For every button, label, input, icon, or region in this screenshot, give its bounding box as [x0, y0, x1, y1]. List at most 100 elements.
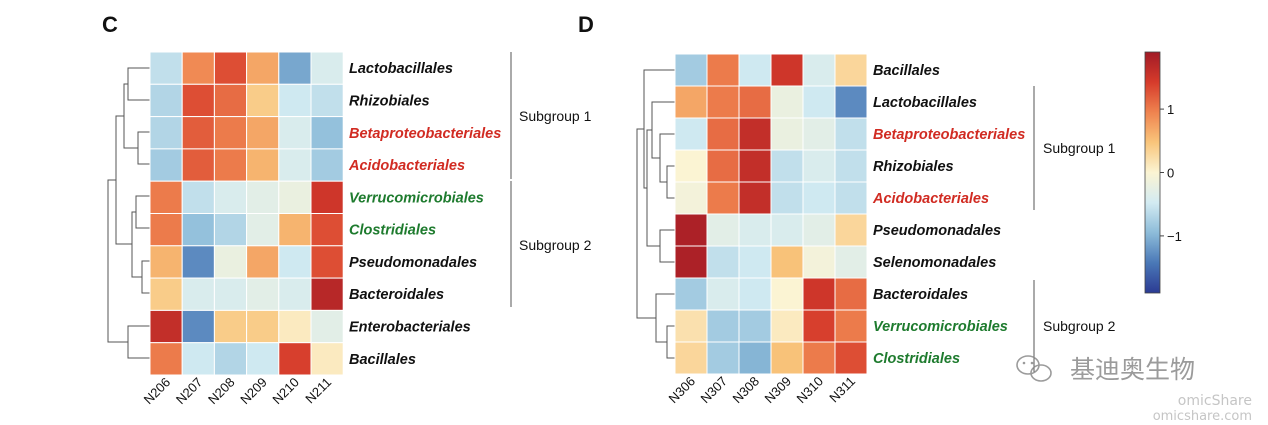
- row-label-d-2: Betaproteobacteriales: [873, 127, 1025, 143]
- heatmap-cell-c-r2-c4: [278, 116, 312, 150]
- heatmap-cell-d-r5-c4: [802, 213, 836, 247]
- row-dendrogram-d: [636, 69, 675, 359]
- heatmap-cell-d-r1-c4: [802, 85, 836, 119]
- heatmap-cell-d-r7-c1: [706, 277, 740, 311]
- heatmap-cell-c-r4-c0: [149, 180, 183, 214]
- heatmap-cell-c-r6-c2: [213, 245, 248, 279]
- heatmap-cell-c-r1-c5: [310, 83, 344, 118]
- column-label-c-3: N209: [237, 375, 270, 408]
- heatmap-cell-d-r2-c4: [802, 117, 836, 151]
- heatmap-cell-d-r7-c2: [738, 277, 772, 311]
- heatmap-cell-d-r7-c3: [770, 277, 804, 311]
- row-label-c-4: Verrucomicrobiales: [349, 190, 484, 206]
- heatmap-cell-d-r9-c0: [674, 341, 708, 375]
- heatmap-cell-d-r4-c3: [770, 181, 804, 215]
- color-bar: [1144, 51, 1161, 294]
- color-bar-tick-label-1: 0: [1167, 166, 1174, 181]
- panel-c: C Lactobacillales Rhizobiales Betaproteoba…: [102, 12, 592, 407]
- heatmap-cell-d-r4-c0: [674, 181, 708, 215]
- heatmap-cell-d-r7-c4: [802, 277, 836, 311]
- heatmap-cell-c-r4-c3: [246, 180, 280, 214]
- row-label-d-1: Lactobacillales: [873, 95, 977, 111]
- heatmap-cell-c-r9-c4: [278, 342, 312, 376]
- heatmap-cell-c-r5-c1: [181, 213, 215, 247]
- row-label-c-7: Bacteroidales: [349, 287, 444, 303]
- heatmap-cell-c-r6-c1: [181, 245, 215, 279]
- heatmap-cell-c-r2-c5: [310, 116, 344, 150]
- heatmap-cell-d-r6-c1: [706, 245, 740, 279]
- heatmap-cell-d-r3-c0: [674, 149, 708, 183]
- heatmap-cell-c-r2-c3: [246, 116, 280, 150]
- color-bar-ticks: 1 0 −1: [1160, 102, 1182, 244]
- heatmap-cell-d-r9-c3: [770, 341, 804, 375]
- heatmap-cell-d-r0-c0: [674, 53, 708, 87]
- subgroup-label-d-1: Subgroup 1: [1043, 140, 1116, 156]
- heatmap-cell-d-r5-c0: [674, 213, 708, 247]
- column-label-c-1: N207: [173, 375, 206, 408]
- heatmap-cell-c-r8-c1: [181, 309, 215, 344]
- row-label-c-3: Acidobacteriales: [348, 158, 465, 174]
- heatmap-cell-d-r1-c3: [770, 85, 804, 119]
- heatmap-cell-c-r8-c0: [149, 309, 183, 344]
- heatmap-cell-c-r7-c0: [149, 277, 183, 311]
- heatmap-cell-c-r0-c4: [278, 51, 312, 85]
- column-label-c-2: N208: [205, 375, 238, 408]
- heatmap-cell-d-r5-c2: [738, 213, 772, 247]
- heatmap-cell-c-r5-c3: [246, 213, 280, 247]
- heatmap-cell-d-r2-c5: [834, 117, 868, 151]
- heatmap-cell-c-r3-c5: [310, 148, 344, 182]
- heatmap-cell-d-r9-c5: [834, 341, 868, 375]
- row-labels-d: Bacillales Lactobacillales Betaproteobacte…: [872, 63, 1025, 367]
- subgroup-label-d-2: Subgroup 2: [1043, 318, 1116, 334]
- heatmap-cell-c-r7-c1: [181, 277, 215, 311]
- heatmap-cell-d-r9-c1: [706, 341, 740, 375]
- column-label-d-2: N308: [730, 374, 763, 407]
- heatmap-cell-d-r3-c2: [738, 149, 772, 183]
- heatmap-cell-d-r4-c2: [738, 181, 772, 215]
- heatmap-cell-d-r2-c3: [770, 117, 804, 151]
- heatmap-cell-d-r5-c1: [706, 213, 740, 247]
- heatmap-cell-d-r8-c4: [802, 309, 836, 343]
- heatmap-cell-d-r4-c1: [706, 181, 740, 215]
- heatmap-cell-c-r3-c3: [246, 148, 280, 182]
- heatmap-cell-c-r6-c3: [246, 245, 280, 279]
- column-labels-c: N206 N207 N208 N209 N210 N211: [141, 375, 335, 408]
- heatmap-cell-c-r5-c4: [278, 213, 312, 247]
- column-label-d-0: N306: [666, 374, 699, 407]
- color-bar-tick-label-2: −1: [1167, 229, 1182, 244]
- color-bar-tick-label-0: 1: [1167, 102, 1174, 117]
- panel-letter-c: C: [102, 12, 118, 37]
- heatmap-cell-c-r1-c3: [246, 83, 280, 118]
- heatmap-cell-d-r3-c1: [706, 149, 740, 183]
- column-label-d-3: N309: [762, 374, 795, 407]
- row-label-d-8: Verrucomicrobiales: [873, 319, 1008, 335]
- heatmap-cell-c-r3-c1: [181, 148, 215, 182]
- heatmap-cell-d-r2-c2: [738, 117, 772, 151]
- heatmap-cell-c-r6-c5: [310, 245, 344, 279]
- heatmap-c: [149, 51, 344, 376]
- row-label-d-9: Clostridiales: [873, 351, 960, 367]
- column-labels-d: N306 N307 N308 N309 N310 N311: [666, 374, 859, 407]
- heatmap-cell-c-r1-c2: [213, 83, 248, 118]
- row-dendrogram-c: [107, 67, 150, 359]
- heatmap-cell-d-r4-c5: [834, 181, 868, 215]
- row-label-c-9: Bacillales: [349, 352, 416, 368]
- watermark: 基迪奥生物 omicShare omicshare.com: [1016, 355, 1252, 424]
- heatmap-cell-d-r8-c0: [674, 309, 708, 343]
- heatmap-cell-c-r1-c0: [149, 83, 183, 118]
- heatmap-cell-d-r3-c5: [834, 149, 868, 183]
- heatmap-cell-d-r5-c3: [770, 213, 804, 247]
- panel-d: D Bacillales Lactobacillales Betaproteobac…: [578, 12, 1116, 406]
- heatmap-cell-c-r7-c5: [310, 277, 344, 311]
- row-label-c-2: Betaproteobacteriales: [349, 126, 501, 142]
- column-label-d-1: N307: [698, 374, 731, 407]
- heatmap-d: [674, 53, 868, 375]
- heatmap-cell-d-r6-c0: [674, 245, 708, 279]
- heatmap-cell-c-r5-c5: [310, 213, 344, 247]
- row-label-c-5: Clostridiales: [349, 223, 436, 239]
- heatmap-cell-d-r4-c4: [802, 181, 836, 215]
- heatmap-cell-c-r7-c4: [278, 277, 312, 311]
- heatmap-cell-c-r0-c2: [213, 51, 248, 85]
- heatmap-cell-c-r0-c5: [310, 51, 344, 85]
- row-label-c-8: Enterobacteriales: [349, 320, 471, 336]
